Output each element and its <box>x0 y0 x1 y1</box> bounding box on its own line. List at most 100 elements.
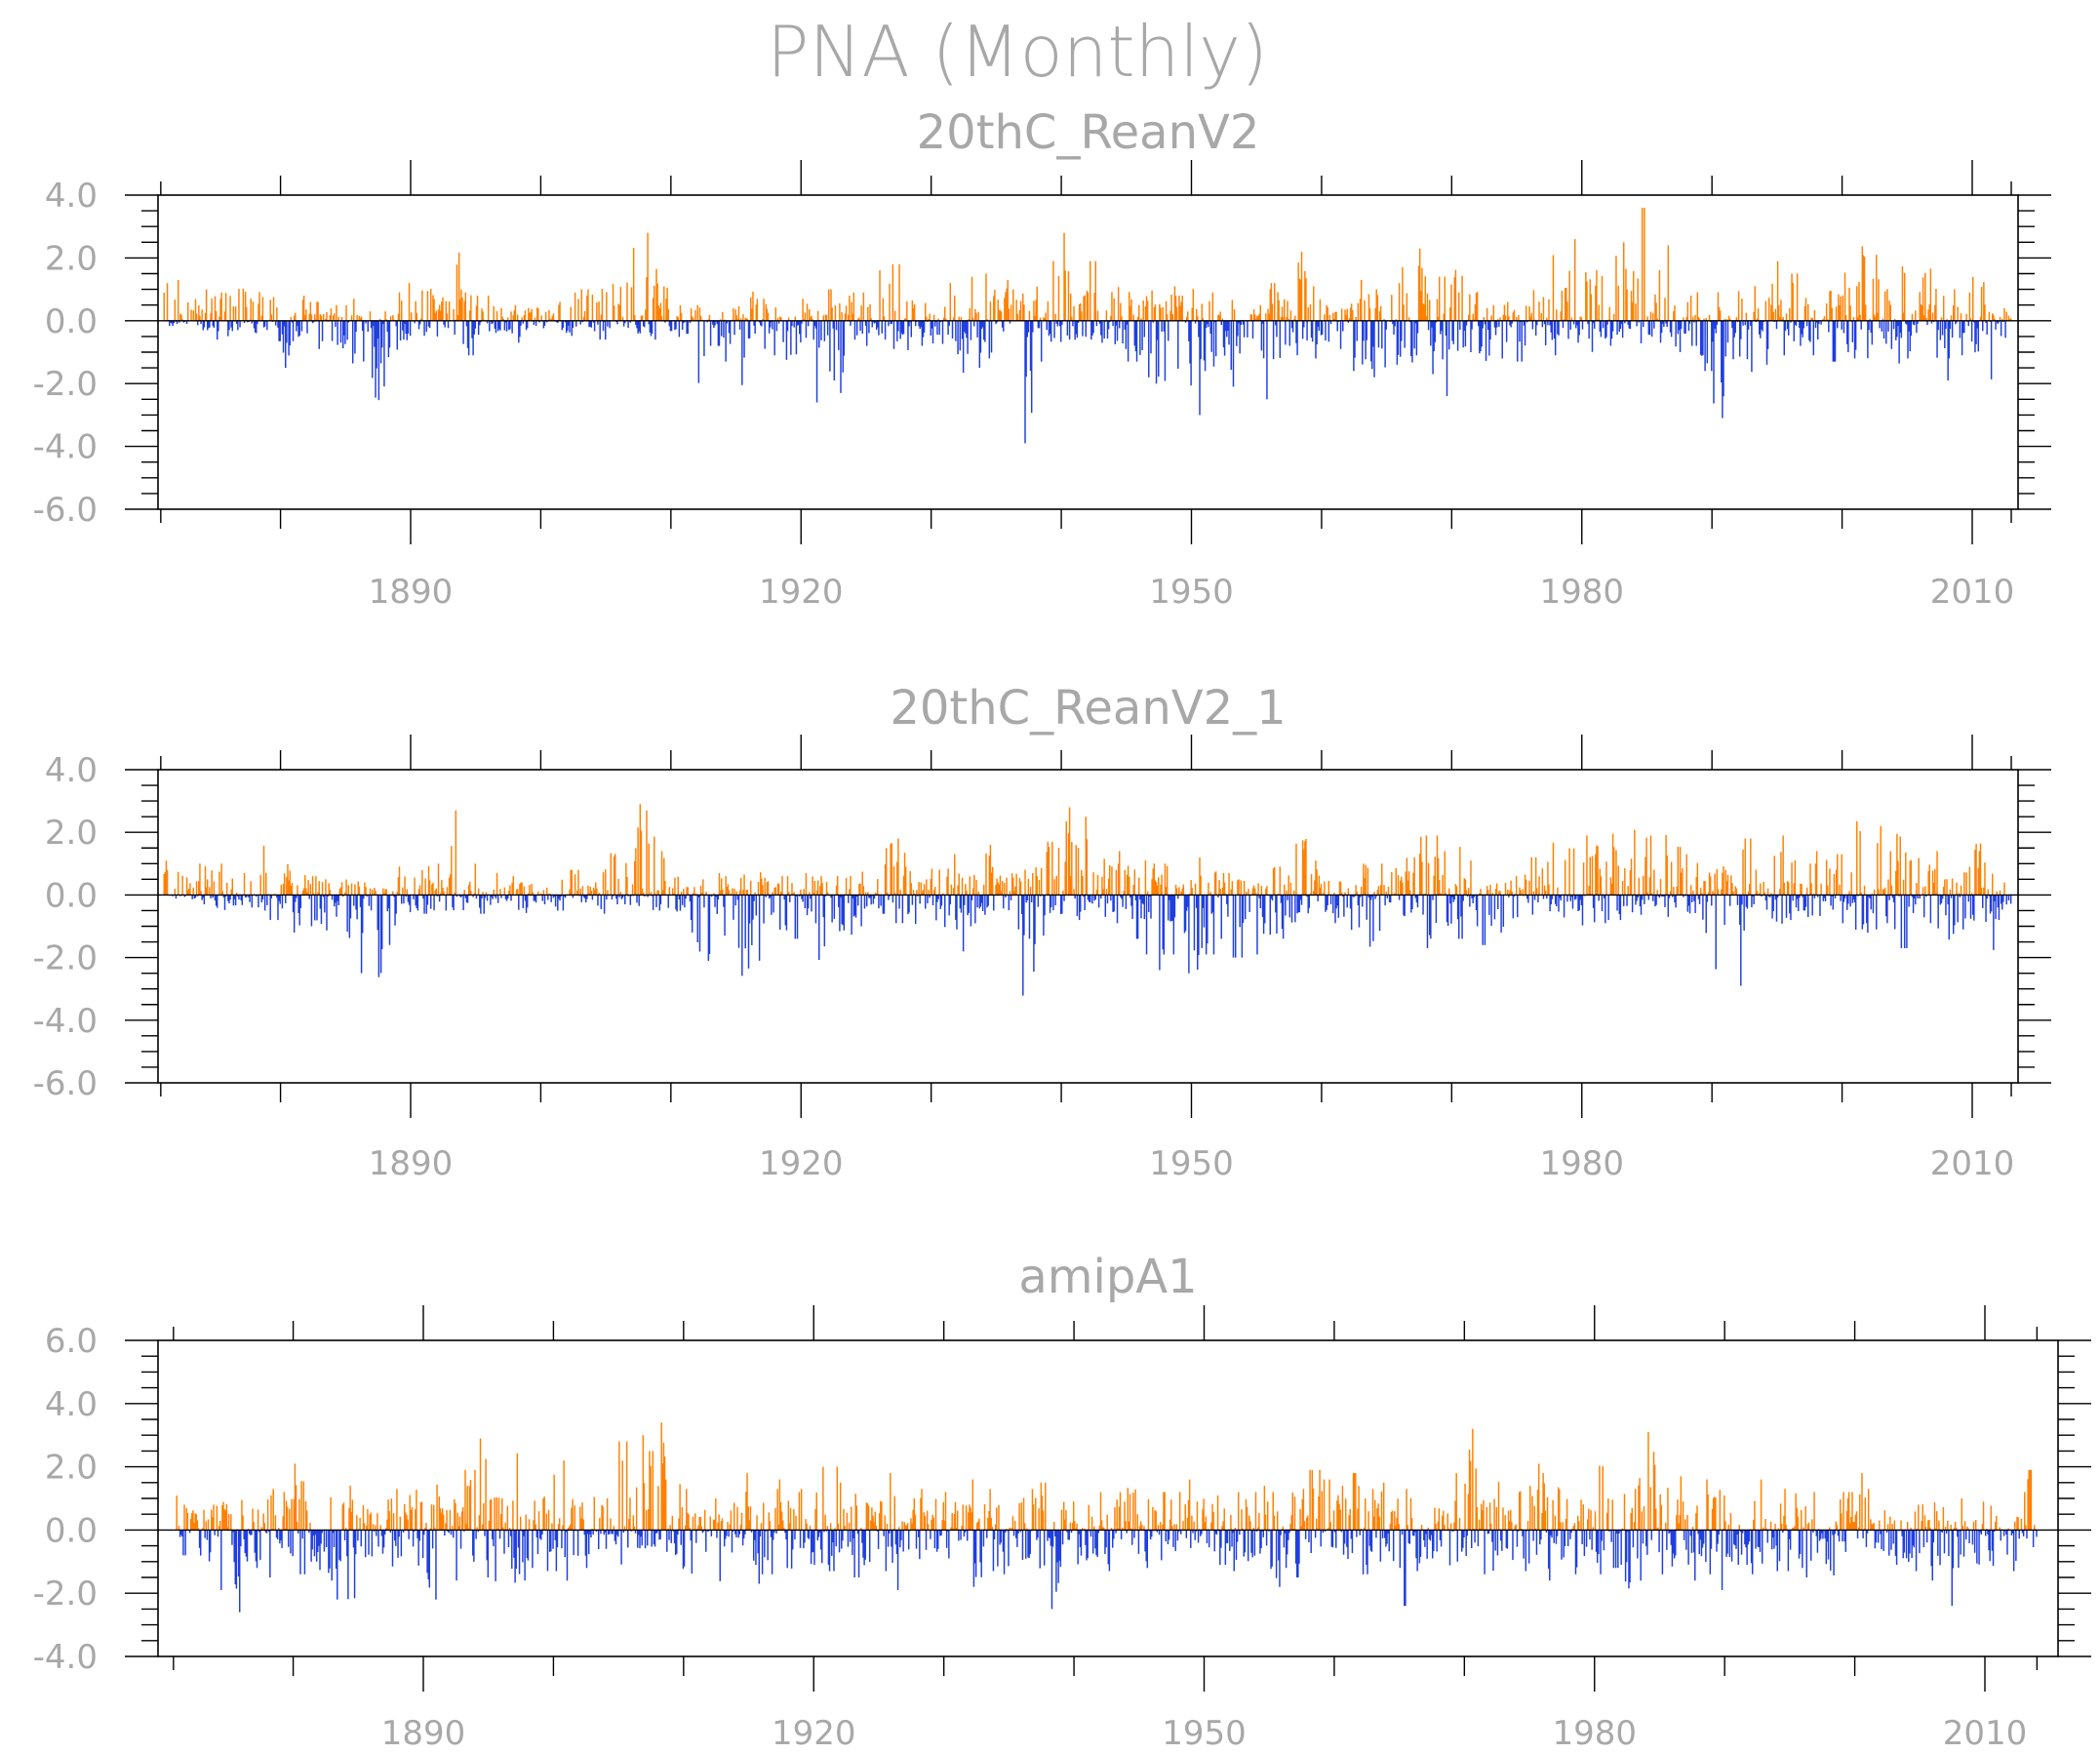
negative-bar <box>1058 1530 1060 1561</box>
positive-bar <box>1166 865 1169 896</box>
negative-bar <box>852 1530 854 1538</box>
positive-bar <box>954 1501 957 1531</box>
y-tick-label: 4.0 <box>45 177 98 216</box>
positive-bar <box>656 890 658 896</box>
positive-bar <box>1180 892 1182 896</box>
positive-bar <box>259 874 261 896</box>
positive-bar <box>617 878 619 896</box>
positive-bar <box>735 891 737 896</box>
positive-bar <box>451 1526 454 1531</box>
negative-bar <box>1431 320 1433 328</box>
positive-bar <box>1349 1508 1351 1531</box>
positive-bar <box>448 877 451 896</box>
negative-bar <box>978 320 981 369</box>
negative-bar <box>1028 895 1031 939</box>
negative-bar <box>823 320 826 341</box>
negative-bar <box>1030 895 1033 903</box>
positive-bar <box>344 1528 347 1531</box>
negative-bar <box>882 895 885 914</box>
positive-bar <box>598 301 600 321</box>
positive-bar <box>991 866 994 896</box>
negative-bar <box>1211 895 1214 913</box>
negative-bar <box>1828 320 1830 333</box>
negative-bar <box>927 895 929 903</box>
positive-bar <box>746 318 749 321</box>
negative-bar <box>1551 895 1554 899</box>
negative-bar <box>1506 1530 1509 1549</box>
positive-bar <box>283 1492 286 1531</box>
positive-bar <box>1333 893 1335 896</box>
negative-bar <box>321 320 324 341</box>
negative-bar <box>1619 320 1622 330</box>
positive-bar <box>1185 316 1188 321</box>
positive-bar <box>1831 307 1833 321</box>
positive-bar <box>1397 875 1400 896</box>
negative-bar <box>676 895 678 912</box>
negative-bar <box>1872 895 1875 914</box>
negative-bar <box>1698 895 1701 904</box>
negative-bar <box>974 1530 977 1577</box>
positive-bar <box>1928 864 1930 896</box>
negative-bar <box>779 895 781 930</box>
negative-bar <box>536 1530 539 1554</box>
negative-bar <box>1456 1530 1459 1562</box>
negative-bar <box>545 320 548 323</box>
negative-bar <box>1136 895 1139 939</box>
negative-bar <box>1671 1530 1674 1567</box>
negative-bar <box>849 1530 852 1542</box>
negative-bar <box>1392 1530 1395 1562</box>
positive-bar <box>317 301 319 321</box>
positive-bar <box>662 1442 665 1531</box>
negative-bar <box>1973 320 1975 323</box>
negative-bar <box>629 320 632 323</box>
positive-bar <box>1015 299 1017 321</box>
negative-bar <box>795 895 798 897</box>
negative-bar <box>1544 320 1547 346</box>
positive-bar <box>1304 841 1306 896</box>
positive-bar <box>510 311 512 321</box>
positive-bar <box>457 252 460 321</box>
negative-bar <box>1554 320 1557 356</box>
negative-bar <box>540 1530 542 1540</box>
negative-bar <box>1474 1530 1476 1543</box>
negative-bar <box>1556 1530 1559 1536</box>
negative-bar <box>1038 320 1041 329</box>
positive-bar <box>927 1524 930 1531</box>
negative-bar <box>503 320 506 331</box>
negative-bar <box>1662 895 1664 897</box>
negative-bar <box>256 320 258 334</box>
positive-bar <box>559 301 561 321</box>
positive-bar <box>1984 862 1986 896</box>
positive-bar <box>483 1502 485 1531</box>
negative-bar <box>1487 320 1489 331</box>
positive-bar <box>1178 887 1180 896</box>
negative-bar <box>1226 895 1228 904</box>
positive-bar <box>1259 304 1261 321</box>
negative-bar <box>269 895 271 921</box>
negative-bar <box>770 895 772 897</box>
negative-bar <box>1077 320 1080 323</box>
positive-bar <box>989 1489 991 1531</box>
negative-bar <box>1156 320 1159 340</box>
negative-bar <box>585 895 587 903</box>
positive-bar <box>253 1522 255 1531</box>
negative-bar <box>1192 1530 1194 1534</box>
negative-bar <box>1099 320 1101 325</box>
positive-bar <box>991 1527 994 1531</box>
negative-bar <box>638 1530 640 1535</box>
negative-bar <box>1728 895 1731 906</box>
negative-bar <box>1849 895 1851 907</box>
positive-bar <box>733 1502 735 1531</box>
negative-bar <box>1452 1530 1454 1532</box>
negative-bar <box>1259 895 1261 909</box>
positive-bar <box>1498 891 1500 896</box>
positive-bar <box>1669 891 1672 896</box>
positive-bar <box>606 1497 609 1531</box>
positive-bar <box>1031 1489 1034 1531</box>
negative-bar <box>1912 895 1915 913</box>
negative-bar <box>1747 320 1750 330</box>
positive-bar <box>545 887 548 896</box>
positive-bar <box>300 1481 302 1531</box>
negative-bar <box>1074 895 1076 899</box>
positive-bar <box>694 310 696 321</box>
